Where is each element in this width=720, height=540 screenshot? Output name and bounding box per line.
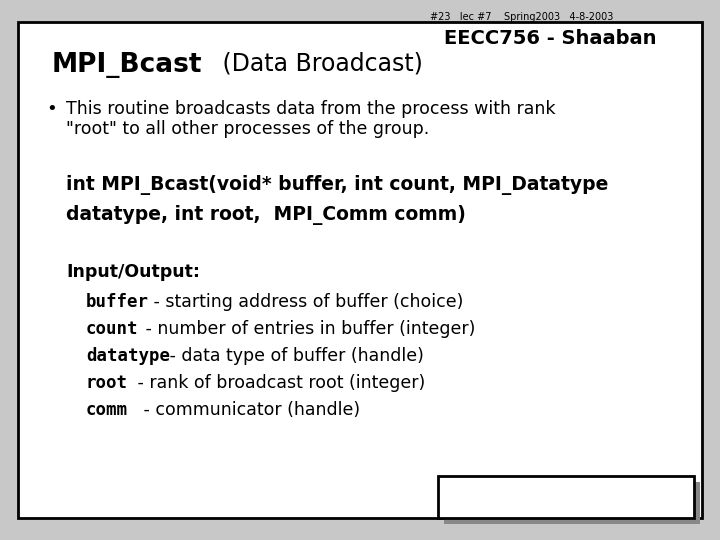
Text: - data type of buffer (handle): - data type of buffer (handle) [164, 347, 424, 365]
Text: •: • [46, 100, 57, 118]
Text: - starting address of buffer (choice): - starting address of buffer (choice) [148, 293, 464, 311]
Bar [438, 476, 694, 518]
Text: MPI_Bcast: MPI_Bcast [52, 52, 202, 78]
Text: EECC756 - Shaaban: EECC756 - Shaaban [444, 29, 657, 48]
Text: datatype: datatype [86, 347, 170, 365]
Text: - communicator (handle): - communicator (handle) [138, 401, 360, 419]
Text: datatype, int root,  MPI_Comm comm): datatype, int root, MPI_Comm comm) [66, 205, 466, 225]
Text: Input/Output:: Input/Output: [66, 263, 200, 281]
Text: (Data Broadcast): (Data Broadcast) [200, 52, 423, 76]
Text: root: root [86, 374, 128, 392]
Text: buffer: buffer [86, 293, 149, 311]
Text: int MPI_Bcast(void* buffer, int count, MPI_Datatype: int MPI_Bcast(void* buffer, int count, M… [66, 175, 608, 195]
Text: count: count [86, 320, 138, 338]
Text: comm: comm [86, 401, 128, 419]
Text: #23   lec #7    Spring2003   4-8-2003: #23 lec #7 Spring2003 4-8-2003 [430, 12, 613, 22]
Text: - rank of broadcast root (integer): - rank of broadcast root (integer) [132, 374, 426, 392]
Text: "root" to all other processes of the group.: "root" to all other processes of the gro… [66, 120, 429, 138]
Bar [444, 482, 700, 524]
Text: This routine broadcasts data from the process with rank: This routine broadcasts data from the pr… [66, 100, 556, 118]
Text: - number of entries in buffer (integer): - number of entries in buffer (integer) [140, 320, 475, 338]
